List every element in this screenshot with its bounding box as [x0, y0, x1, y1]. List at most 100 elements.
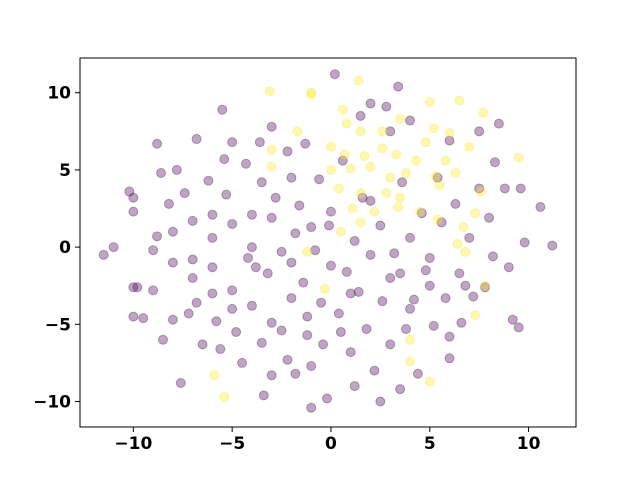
scatter-point: [480, 282, 491, 293]
scatter-point: [397, 177, 408, 188]
scatter-point: [246, 209, 257, 220]
scatter-point: [209, 370, 220, 381]
scatter-point: [355, 188, 366, 199]
scatter-point: [436, 217, 447, 228]
axes-frame: [79, 57, 577, 428]
scatter-point: [377, 143, 388, 154]
scatter-point: [345, 163, 356, 174]
scatter-point: [444, 135, 455, 146]
scatter-point: [416, 208, 427, 219]
scatter-point: [335, 226, 346, 237]
scatter-point: [365, 249, 376, 260]
scatter-point: [428, 320, 439, 331]
scatter-point: [333, 308, 344, 319]
scatter-point: [148, 245, 159, 256]
scatter-point: [270, 192, 281, 203]
scatter-point: [286, 257, 297, 268]
scatter-point: [349, 235, 360, 246]
scatter-point: [286, 172, 297, 183]
scatter-point: [266, 317, 277, 328]
scatter-point: [124, 186, 135, 197]
scatter-point: [152, 138, 163, 149]
scatter-point: [250, 262, 261, 273]
scatter-point: [264, 86, 275, 97]
y-tick-label: −5: [45, 315, 71, 335]
scatter-point: [507, 314, 518, 325]
scatter-point: [266, 161, 277, 172]
scatter-point: [470, 208, 481, 219]
scatter-point: [391, 149, 402, 160]
scatter-point: [219, 391, 230, 402]
scatter-point: [333, 183, 344, 194]
scatter-point: [298, 277, 309, 288]
scatter-point: [432, 172, 443, 183]
scatter-point: [325, 164, 336, 175]
scatter-point: [306, 87, 317, 98]
scatter-point: [450, 168, 461, 179]
scatter-point: [401, 168, 412, 179]
scatter-point: [464, 141, 475, 152]
scatter-point: [361, 323, 372, 334]
plot-area: [98, 69, 558, 413]
scatter-point: [175, 377, 186, 388]
scatter-point: [128, 192, 139, 203]
scatter-point: [128, 311, 139, 322]
scatter-point: [359, 151, 370, 162]
scatter-point: [357, 192, 368, 203]
scatter-point: [335, 327, 346, 338]
scatter-point: [401, 323, 412, 334]
scatter-point: [375, 220, 386, 231]
scatter-point: [444, 353, 455, 364]
scatter-point: [203, 175, 214, 186]
scatter-point: [353, 75, 364, 86]
scatter-point: [323, 220, 334, 231]
scatter-point: [424, 376, 435, 387]
scatter-point: [322, 393, 333, 404]
scatter-point: [420, 137, 431, 148]
scatter-point: [292, 126, 303, 137]
scatter-point: [325, 260, 336, 271]
scatter-point: [227, 285, 238, 296]
scatter-point: [231, 327, 242, 338]
scatter-point: [444, 331, 455, 342]
scatter-point: [183, 308, 194, 319]
scatter-point: [290, 368, 301, 379]
scatter-point: [256, 177, 267, 188]
x-tick-label: 5: [424, 434, 436, 454]
scatter-point: [197, 339, 208, 350]
scatter-point: [276, 246, 287, 257]
scatter-point: [454, 268, 465, 279]
scatter-point: [464, 232, 475, 243]
scatter-point: [266, 370, 277, 381]
scatter-point: [156, 168, 167, 179]
scatter-point: [171, 164, 182, 175]
scatter-point: [424, 252, 435, 263]
scatter-point: [488, 251, 499, 262]
scatter-point: [484, 212, 495, 223]
scatter-point: [262, 268, 273, 279]
scatter-point: [489, 157, 500, 168]
scatter-point: [152, 231, 163, 242]
scatter-point: [395, 384, 406, 395]
scatter-point: [513, 152, 524, 163]
x-tick-label: −10: [114, 434, 152, 454]
scatter-point: [246, 242, 257, 253]
scatter-point: [476, 186, 487, 197]
scatter-point: [108, 242, 119, 253]
scatter-point: [424, 280, 435, 291]
y-tick-label: 5: [59, 161, 71, 181]
scatter-point: [337, 104, 348, 115]
scatter-point: [227, 218, 238, 229]
scatter-point: [377, 126, 388, 137]
scatter-point: [365, 98, 376, 109]
scatter-point: [395, 268, 406, 279]
scatter-point: [187, 254, 198, 265]
scatter-point: [375, 396, 386, 407]
scatter-point: [217, 104, 228, 115]
scatter-point: [316, 297, 327, 308]
scatter-point: [460, 246, 471, 257]
scatter-point: [207, 288, 218, 299]
scatter-point: [414, 206, 425, 217]
scatter-point: [128, 206, 139, 217]
